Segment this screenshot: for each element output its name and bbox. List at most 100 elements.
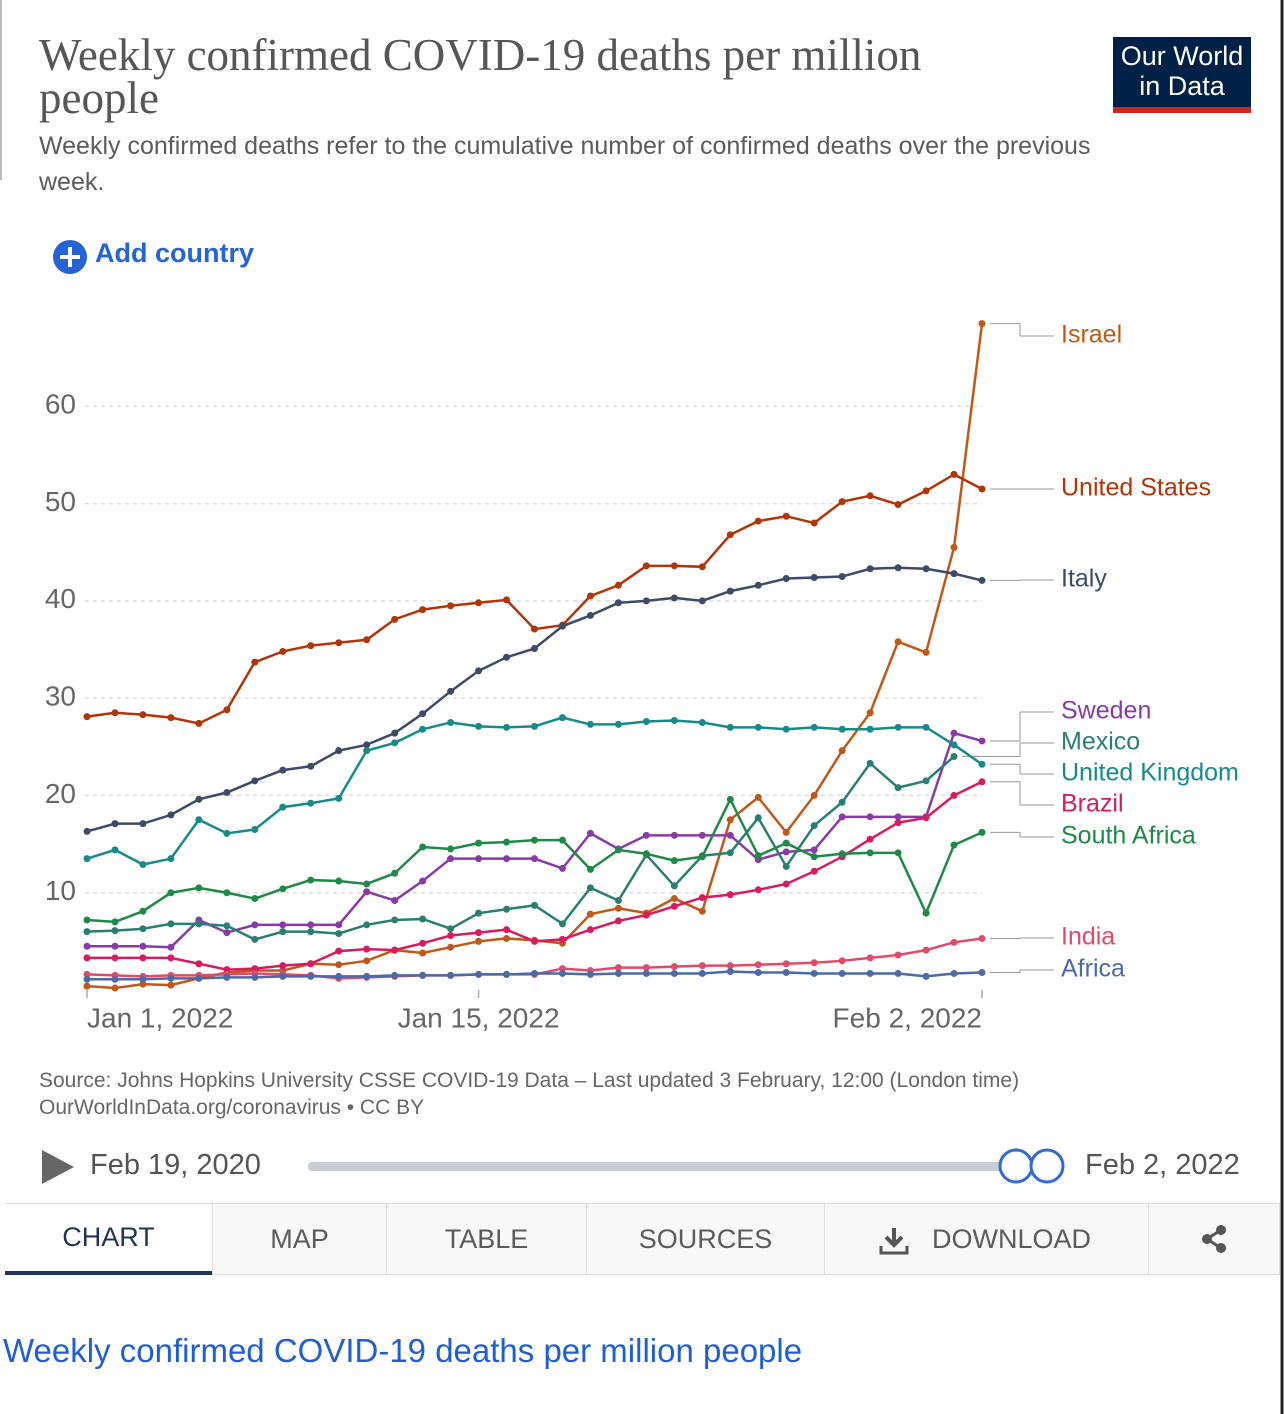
data-point (978, 737, 986, 745)
data-point (642, 964, 650, 972)
data-point (810, 969, 818, 977)
tab-share[interactable] (1148, 1203, 1280, 1275)
data-point (614, 917, 622, 925)
data-point (726, 816, 734, 824)
data-point (810, 723, 818, 731)
page-link[interactable]: Weekly confirmed COVID-19 deaths per mil… (3, 1332, 803, 1369)
data-point (83, 916, 91, 924)
data-point (111, 820, 119, 828)
data-point (726, 849, 734, 857)
data-point (251, 825, 259, 833)
timeline-track (308, 1162, 1030, 1171)
data-point (866, 969, 874, 977)
data-point (167, 855, 175, 863)
data-point (782, 512, 790, 520)
series-label: India (1061, 923, 1115, 951)
data-point (950, 841, 958, 849)
data-point (838, 725, 846, 733)
data-point (307, 972, 315, 980)
data-point (307, 921, 315, 929)
data-point (558, 969, 566, 977)
share-icon (1202, 1225, 1226, 1253)
data-point (922, 777, 930, 785)
data-point (363, 972, 371, 980)
data-point (391, 615, 399, 623)
data-point (726, 831, 734, 839)
data-point (363, 636, 371, 644)
data-point (363, 945, 371, 953)
data-point (754, 723, 762, 731)
data-point (670, 882, 678, 890)
timeline-handle[interactable] (998, 1148, 1034, 1184)
data-point (531, 722, 538, 730)
data-point (83, 982, 91, 990)
data-point (83, 827, 91, 835)
play-button[interactable] (42, 1150, 74, 1184)
data-point (195, 920, 203, 928)
data-point (139, 954, 147, 962)
tab-sources[interactable]: SOURCES (586, 1203, 824, 1275)
data-point (894, 819, 902, 827)
data-point (167, 981, 175, 989)
tab-map[interactable]: MAP (212, 1203, 386, 1275)
data-point (586, 720, 594, 728)
data-point (838, 747, 846, 755)
data-point (782, 960, 790, 968)
data-point (642, 911, 650, 919)
data-point (754, 517, 762, 525)
tab-chart[interactable]: CHART (5, 1203, 212, 1275)
data-point (698, 907, 706, 915)
data-point (111, 942, 119, 950)
data-point (950, 570, 958, 578)
data-point (614, 581, 622, 589)
y-tick-label: 10 (45, 875, 76, 906)
data-point (167, 889, 175, 897)
data-point (642, 597, 650, 605)
data-point (419, 606, 427, 614)
source-url[interactable]: OurWorldInData.org/coronavirus • CC BY (39, 1096, 425, 1119)
data-point (782, 862, 790, 870)
data-point (83, 855, 91, 863)
x-tick-label: Feb 2, 2022 (833, 1002, 982, 1033)
data-point (475, 839, 483, 847)
data-point (810, 853, 818, 861)
data-point (726, 962, 734, 970)
data-point (866, 492, 874, 500)
data-point (307, 642, 315, 650)
data-point (950, 729, 958, 737)
data-point (503, 596, 511, 604)
data-point (139, 907, 147, 915)
data-point (614, 904, 622, 912)
data-point (503, 934, 511, 942)
data-point (447, 718, 455, 726)
data-point (670, 594, 678, 602)
data-point (698, 831, 706, 839)
data-point (419, 949, 427, 957)
data-point (475, 667, 483, 675)
data-point (922, 946, 930, 954)
data-point (167, 811, 175, 819)
tab-download[interactable]: DOWNLOAD (824, 1203, 1148, 1275)
data-point (894, 849, 902, 857)
data-point (810, 519, 818, 527)
data-point (894, 784, 902, 792)
y-tick-label: 40 (45, 583, 76, 614)
tab-table[interactable]: TABLE (386, 1203, 586, 1275)
data-point (195, 960, 203, 968)
add-country[interactable]: Add country (95, 238, 254, 268)
data-point (335, 930, 343, 938)
data-point (531, 901, 538, 909)
timeline-handle[interactable] (1029, 1148, 1065, 1184)
data-point (586, 884, 594, 892)
data-point (922, 814, 930, 822)
data-point (251, 965, 259, 973)
data-point (307, 799, 315, 807)
data-point (167, 974, 175, 982)
data-point (167, 920, 175, 928)
data-point (782, 725, 790, 733)
data-point (894, 951, 902, 959)
data-point (726, 891, 734, 899)
logo[interactable]: Our World in Data (1113, 37, 1251, 113)
series-label: United Kingdom (1061, 759, 1239, 787)
